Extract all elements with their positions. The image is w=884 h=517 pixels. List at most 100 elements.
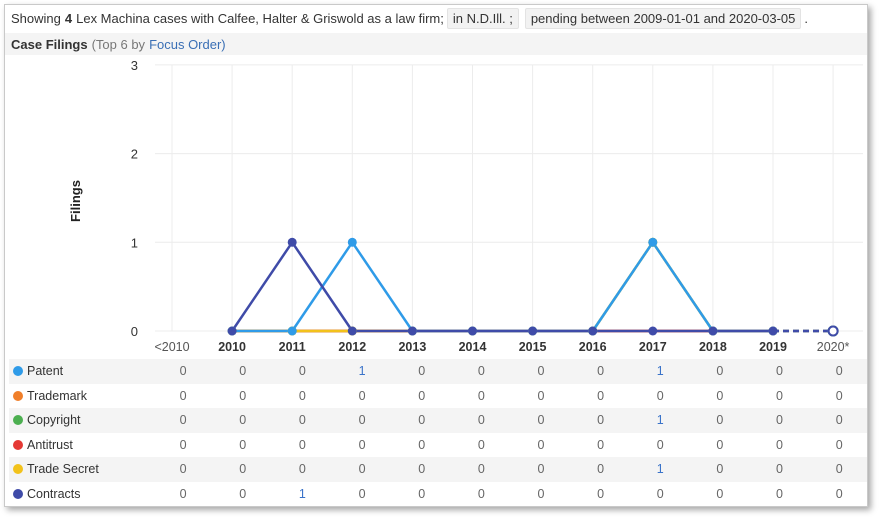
filing-count-cell: 0 (776, 486, 783, 501)
filing-count-cell: 0 (537, 437, 545, 452)
filing-count-cell: 0 (690, 408, 750, 433)
data-point-contracts (407, 326, 417, 336)
filing-count-cell: 0 (418, 486, 426, 501)
series-legend-cell[interactable]: Patent (9, 359, 154, 384)
series-line-contracts (231, 241, 773, 333)
filing-count-cell: 0 (153, 408, 213, 433)
summary-suffix: . (804, 10, 809, 26)
filing-count-cell: 0 (391, 359, 452, 384)
x-tick-label: 2020* (817, 340, 850, 354)
filing-count-cell: 0 (451, 408, 512, 433)
x-tick-label: <2010 (154, 340, 189, 354)
filings-table: Patent 0 0 0 1 0 0 0 0 1 0 0 0 Trademark 0 0 0 0 0 0 0 0 0 0 0 0 C… (9, 359, 867, 507)
filing-count-cell: 0 (690, 457, 750, 482)
filing-count-cell: 0 (809, 408, 867, 433)
filing-count-cell: 0 (153, 359, 213, 384)
filing-count-cell: 0 (239, 388, 247, 403)
filing-count-cell: 0 (511, 359, 571, 384)
case-filings-panel: Showing 4 Lex Machina cases with Calfee,… (4, 4, 868, 507)
series-legend-cell[interactable]: Contracts (9, 482, 153, 507)
section-header: Case Filings (Top 6 by Focus Order) (5, 33, 867, 55)
date-filter-chip[interactable]: pending between 2009-01-01 and 2020-03-0… (524, 7, 802, 29)
table-row: Contracts 0 0 1 0 0 0 0 0 0 0 0 0 (9, 482, 867, 507)
series-name: Trade Secret (27, 462, 99, 477)
x-tick-label: 2019 (759, 340, 787, 354)
data-point-contracts (347, 326, 357, 336)
data-point-contracts (468, 326, 477, 336)
filing-count-cell: 0 (835, 486, 843, 501)
x-tick-label: 2017 (639, 340, 667, 354)
filing-count-cell: 0 (511, 408, 571, 433)
series-line-trade-secret (232, 241, 773, 333)
series-legend-cell[interactable]: Copyright (9, 408, 154, 433)
filing-count-cell: 0 (570, 408, 631, 433)
filing-count-cell: 0 (809, 457, 867, 482)
filing-count-cell: 0 (835, 437, 843, 452)
filings-line-chart: 0 1 2 3 Filings <2010 2010 2011 2012 2013 2014 2015… (68, 58, 863, 354)
filing-count-cell: 0 (451, 359, 512, 384)
filing-count-cell: 0 (809, 359, 867, 384)
legend-dot-icon (13, 488, 23, 499)
data-point-patent (287, 326, 297, 336)
filing-count-cell: 0 (212, 408, 273, 433)
filing-count-cell: 0 (776, 388, 783, 403)
filing-count-cell: 0 (391, 457, 452, 482)
filing-count-cell: 0 (332, 457, 392, 482)
filing-count-cell: 0 (451, 457, 512, 482)
filing-count-cell: 0 (656, 486, 664, 501)
table-row: Patent 0 0 0 1 0 0 0 0 1 0 0 0 (9, 359, 867, 384)
data-point-contracts (648, 326, 658, 336)
series-name: Copyright (27, 413, 81, 428)
filing-count-cell: 0 (477, 486, 485, 501)
x-tick-label: 2012 (338, 340, 366, 354)
filing-count-cell[interactable]: 1 (630, 408, 691, 433)
filing-count-cell: 0 (179, 437, 187, 452)
filing-count-cell: 0 (477, 388, 485, 403)
filing-count-cell: 0 (690, 359, 750, 384)
filing-count-cell: 0 (477, 437, 485, 452)
filing-count-cell: 0 (749, 457, 810, 482)
series-line-patent (232, 241, 773, 333)
series-legend-cell[interactable]: Antitrust (9, 433, 153, 458)
filing-count-cell: 0 (358, 486, 366, 501)
filing-count-cell: 0 (656, 437, 664, 452)
summary-prefix: Showing (11, 10, 61, 26)
legend-dot-icon (13, 366, 23, 377)
filing-count-cell[interactable]: 1 (630, 359, 691, 384)
section-note: (Top 6 by (91, 36, 146, 52)
filing-count-cell: 0 (332, 408, 392, 433)
filing-count-cell[interactable]: 1 (332, 359, 392, 384)
legend-dot-icon (13, 439, 23, 450)
filing-count-cell: 0 (537, 486, 545, 501)
y-tick-label: 2 (131, 147, 138, 162)
focus-order-link[interactable]: Focus Order) (149, 36, 226, 52)
filing-count-cell: 0 (597, 388, 605, 403)
filing-count-cell: 0 (749, 359, 810, 384)
table-row: Copyright 0 0 0 0 0 0 0 0 1 0 0 0 (9, 408, 867, 433)
series-legend-cell[interactable]: Trade Secret (9, 457, 154, 482)
filing-count-cell: 0 (179, 486, 187, 501)
filing-count-cell: 0 (212, 359, 273, 384)
series-name: Patent (27, 364, 64, 379)
filing-count-cell[interactable]: 1 (298, 486, 306, 501)
filing-count-cell: 0 (153, 457, 213, 482)
court-filter-chip[interactable]: in N.D.Ill. ; (446, 7, 519, 29)
data-point-contracts (588, 326, 598, 336)
section-title: Case Filings (11, 36, 88, 52)
data-point-patent (648, 237, 658, 247)
x-tick-label: 2013 (398, 340, 426, 354)
series-line-copyright (232, 241, 773, 333)
filing-count-cell[interactable]: 1 (630, 457, 691, 482)
series-name: Antitrust (27, 437, 73, 452)
filing-count-cell: 0 (749, 408, 810, 433)
series-legend-cell[interactable]: Trademark (9, 384, 153, 409)
legend-dot-icon (13, 464, 23, 475)
table-row: Trademark 0 0 0 0 0 0 0 0 0 0 0 0 (9, 384, 867, 409)
x-tick-label: 2010 (218, 340, 246, 354)
filing-count-cell: 0 (716, 388, 724, 403)
filing-count-cell: 0 (716, 437, 724, 452)
filing-count-cell: 0 (597, 437, 605, 452)
filing-count-cell: 0 (272, 457, 333, 482)
filing-count-cell: 0 (418, 388, 426, 403)
search-summary: Showing 4 Lex Machina cases with Calfee,… (5, 5, 867, 31)
